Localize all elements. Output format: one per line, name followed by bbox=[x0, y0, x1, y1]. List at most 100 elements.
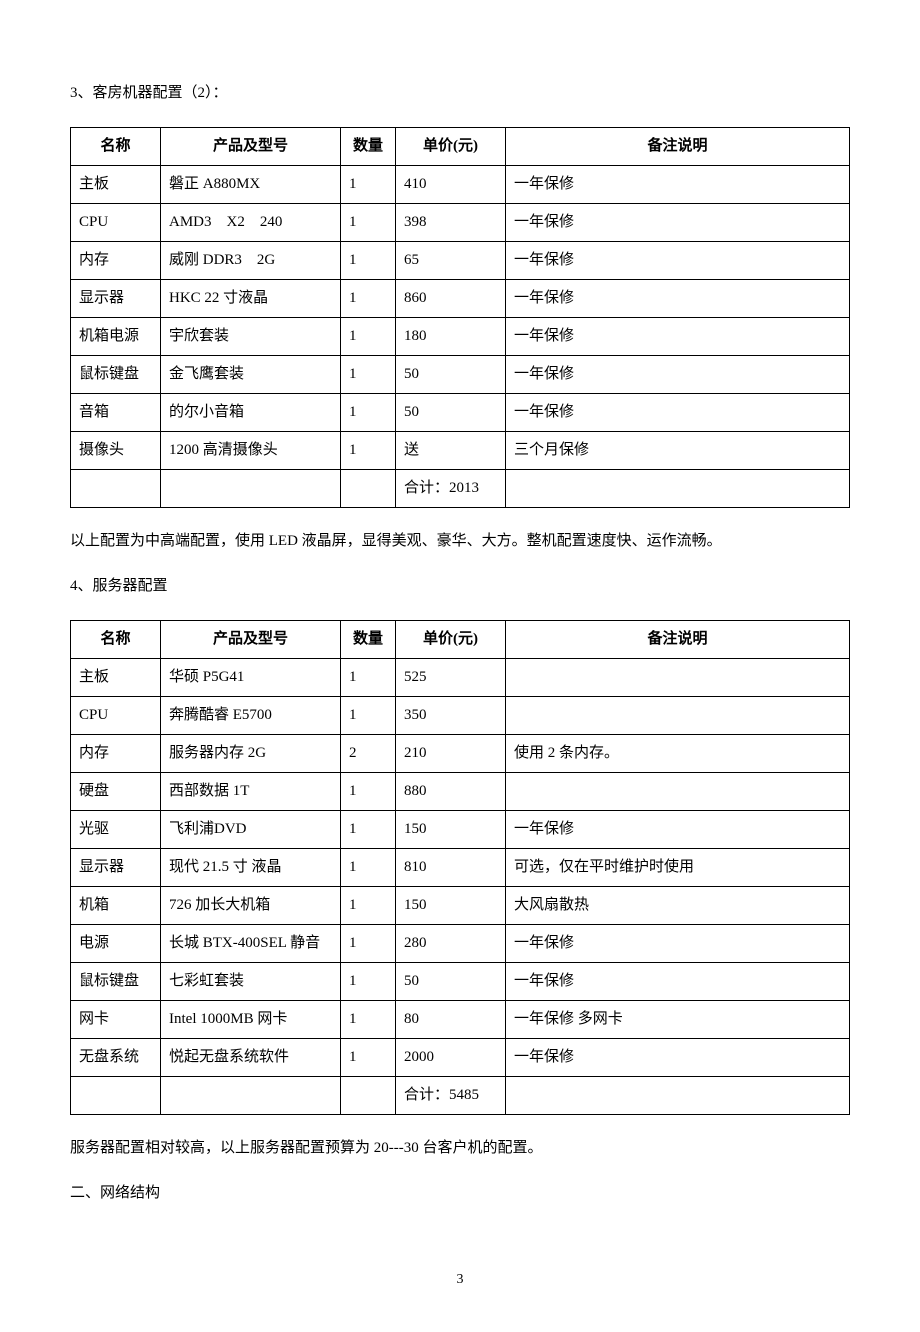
table-cell: 西部数据 1T bbox=[161, 773, 341, 811]
table-row: 显示器现代 21.5 寸 液晶1810可选，仅在平时维护时使用 bbox=[71, 849, 850, 887]
header-product: 产品及型号 bbox=[161, 621, 341, 659]
table-cell: 使用 2 条内存。 bbox=[506, 735, 850, 773]
table-row: CPUAMD3 X2 2401398一年保修 bbox=[71, 204, 850, 242]
table-cell: 280 bbox=[396, 925, 506, 963]
header-price: 单价(元) bbox=[396, 128, 506, 166]
table-cell: 显示器 bbox=[71, 280, 161, 318]
table-row: 内存威刚 DDR3 2G165一年保修 bbox=[71, 242, 850, 280]
table-cell: 一年保修 bbox=[506, 1039, 850, 1077]
table-row: 光驱飞利浦DVD1150一年保修 bbox=[71, 811, 850, 849]
table-cell: 525 bbox=[396, 659, 506, 697]
header-remark: 备注说明 bbox=[506, 128, 850, 166]
table-cell: 350 bbox=[396, 697, 506, 735]
table-cell: 2 bbox=[341, 735, 396, 773]
table-cell bbox=[161, 470, 341, 508]
table-cell: 主板 bbox=[71, 166, 161, 204]
table-row: 无盘系统悦起无盘系统软件12000一年保修 bbox=[71, 1039, 850, 1077]
table-row: 音箱的尔小音箱150一年保修 bbox=[71, 394, 850, 432]
table-cell: 1 bbox=[341, 697, 396, 735]
table-cell: 现代 21.5 寸 液晶 bbox=[161, 849, 341, 887]
table-cell: 180 bbox=[396, 318, 506, 356]
table-row: 鼠标键盘金飞鹰套装150一年保修 bbox=[71, 356, 850, 394]
table-row: 网卡Intel 1000MB 网卡180一年保修 多网卡 bbox=[71, 1001, 850, 1039]
table-cell: 1200 高清摄像头 bbox=[161, 432, 341, 470]
table-cell: 长城 BTX-400SEL 静音 bbox=[161, 925, 341, 963]
table-cell: HKC 22 寸液晶 bbox=[161, 280, 341, 318]
table-cell bbox=[341, 470, 396, 508]
table-cell: 一年保修 bbox=[506, 356, 850, 394]
table-cell: 1 bbox=[341, 1001, 396, 1039]
table-cell: 1 bbox=[341, 432, 396, 470]
header-name: 名称 bbox=[71, 621, 161, 659]
table-cell: 1 bbox=[341, 318, 396, 356]
table-cell: 50 bbox=[396, 356, 506, 394]
table-cell: 810 bbox=[396, 849, 506, 887]
table-cell: 1 bbox=[341, 280, 396, 318]
table-cell: 150 bbox=[396, 811, 506, 849]
table-cell: 大风扇散热 bbox=[506, 887, 850, 925]
header-remark: 备注说明 bbox=[506, 621, 850, 659]
table-cell: 150 bbox=[396, 887, 506, 925]
table-cell: 飞利浦DVD bbox=[161, 811, 341, 849]
table-cell: 1 bbox=[341, 811, 396, 849]
table-cell: 1 bbox=[341, 356, 396, 394]
table-cell: 机箱电源 bbox=[71, 318, 161, 356]
table-cell: 1 bbox=[341, 963, 396, 1001]
table-cell: 金飞鹰套装 bbox=[161, 356, 341, 394]
table-cell: 显示器 bbox=[71, 849, 161, 887]
table-cell bbox=[506, 659, 850, 697]
table-cell: 2000 bbox=[396, 1039, 506, 1077]
table-cell: 一年保修 bbox=[506, 242, 850, 280]
table-cell: 内存 bbox=[71, 242, 161, 280]
table-cell: 80 bbox=[396, 1001, 506, 1039]
table-cell: 一年保修 多网卡 bbox=[506, 1001, 850, 1039]
table-cell bbox=[341, 1077, 396, 1115]
header-name: 名称 bbox=[71, 128, 161, 166]
table-cell: 一年保修 bbox=[506, 204, 850, 242]
table-cell: 七彩虹套装 bbox=[161, 963, 341, 1001]
table-cell: 1 bbox=[341, 925, 396, 963]
table-cell bbox=[71, 1077, 161, 1115]
table-cell: 网卡 bbox=[71, 1001, 161, 1039]
table-cell bbox=[506, 773, 850, 811]
table-cell: CPU bbox=[71, 204, 161, 242]
section-1-title: 3、客房机器配置（2）： bbox=[70, 80, 850, 107]
table-cell: 无盘系统 bbox=[71, 1039, 161, 1077]
table-row: 硬盘西部数据 1T1880 bbox=[71, 773, 850, 811]
table-cell: 奔腾酷睿 E5700 bbox=[161, 697, 341, 735]
table-cell: 1 bbox=[341, 166, 396, 204]
table-cell: 一年保修 bbox=[506, 811, 850, 849]
table-cell: CPU bbox=[71, 697, 161, 735]
table-row: 机箱电源宇欣套装1180一年保修 bbox=[71, 318, 850, 356]
table-row: 摄像头1200 高清摄像头1送三个月保修 bbox=[71, 432, 850, 470]
table-cell: 合计：2013 bbox=[396, 470, 506, 508]
table-cell: 一年保修 bbox=[506, 963, 850, 1001]
table-cell: 398 bbox=[396, 204, 506, 242]
table-cell: 鼠标键盘 bbox=[71, 356, 161, 394]
table-cell: 电源 bbox=[71, 925, 161, 963]
table-cell: 宇欣套装 bbox=[161, 318, 341, 356]
table-cell: 内存 bbox=[71, 735, 161, 773]
table-row: 显示器HKC 22 寸液晶1860一年保修 bbox=[71, 280, 850, 318]
table-header-row: 名称 产品及型号 数量 单价(元) 备注说明 bbox=[71, 128, 850, 166]
table-cell: 三个月保修 bbox=[506, 432, 850, 470]
header-price: 单价(元) bbox=[396, 621, 506, 659]
page-number: 3 bbox=[70, 1267, 850, 1292]
table-cell: 860 bbox=[396, 280, 506, 318]
table-cell: 悦起无盘系统软件 bbox=[161, 1039, 341, 1077]
table-cell: 1 bbox=[341, 887, 396, 925]
table-cell: 1 bbox=[341, 659, 396, 697]
table-cell bbox=[506, 697, 850, 735]
table-cell bbox=[506, 470, 850, 508]
table-row: 合计：5485 bbox=[71, 1077, 850, 1115]
table-row: 内存服务器内存 2G2210使用 2 条内存。 bbox=[71, 735, 850, 773]
section-3-title: 二、网络结构 bbox=[70, 1180, 850, 1207]
table-cell: 一年保修 bbox=[506, 925, 850, 963]
table-cell: 服务器内存 2G bbox=[161, 735, 341, 773]
table-cell: 磐正 A880MX bbox=[161, 166, 341, 204]
table-cell: 1 bbox=[341, 773, 396, 811]
table-cell: 1 bbox=[341, 204, 396, 242]
table-row: 主板磐正 A880MX1410一年保修 bbox=[71, 166, 850, 204]
table-cell: 一年保修 bbox=[506, 166, 850, 204]
table-row: 鼠标键盘七彩虹套装150一年保修 bbox=[71, 963, 850, 1001]
